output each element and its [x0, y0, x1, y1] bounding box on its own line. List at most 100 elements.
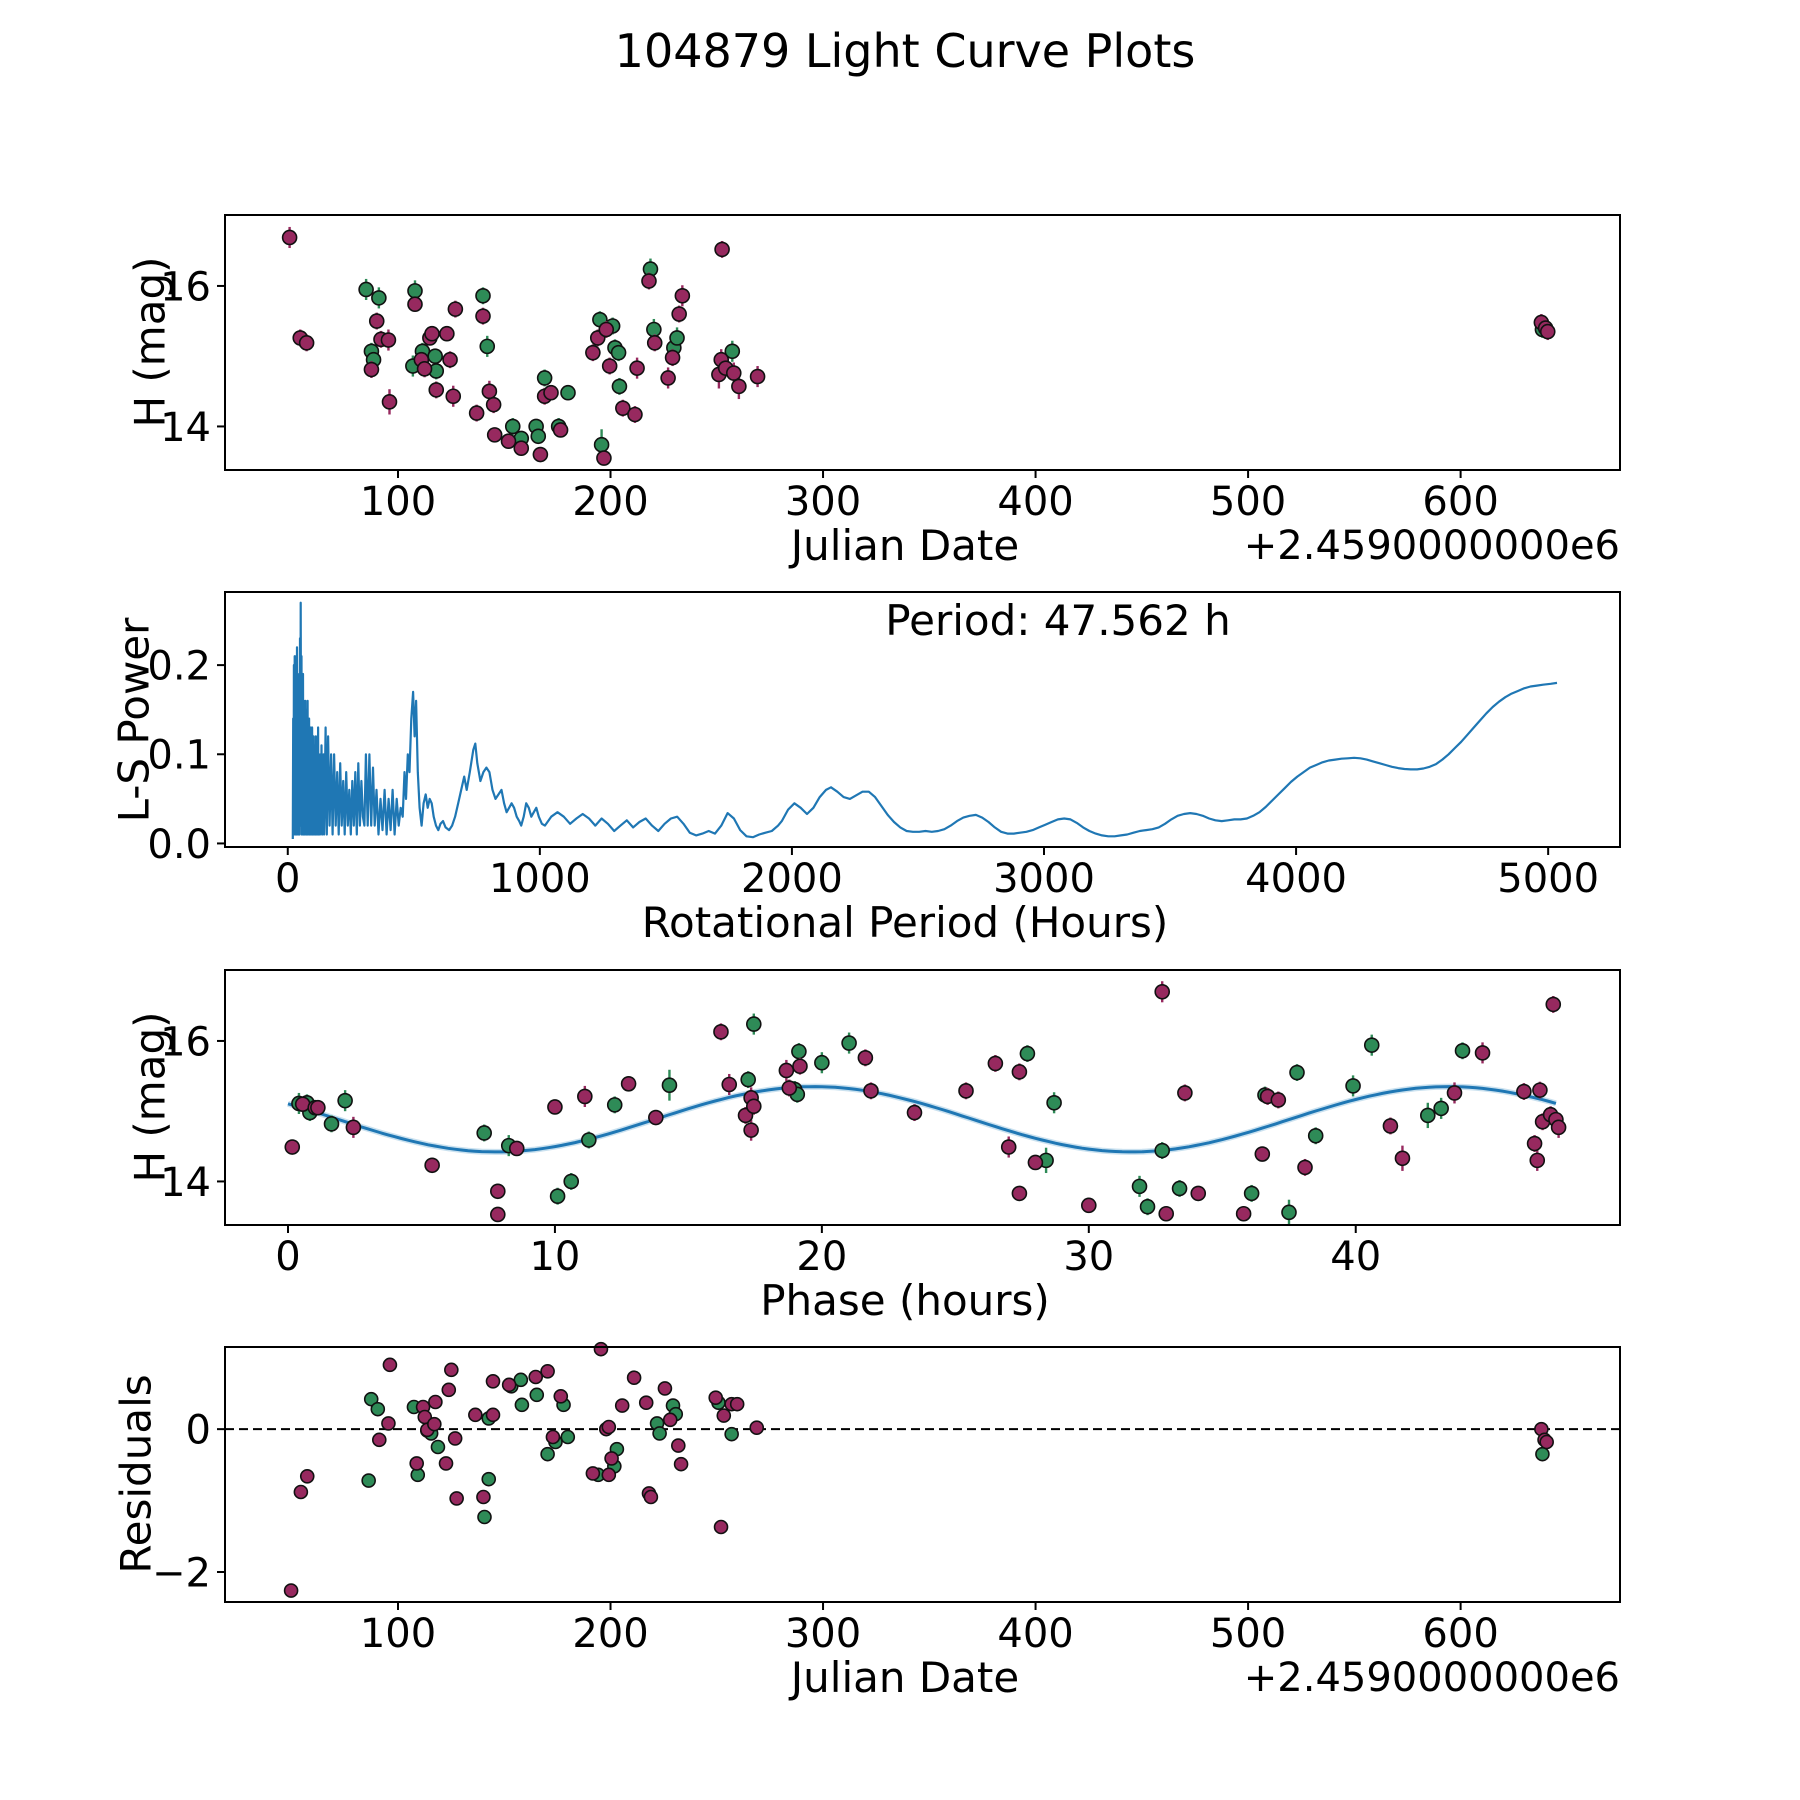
data-point — [781, 1080, 798, 1096]
data-point — [549, 1188, 566, 1204]
data-point — [481, 1471, 497, 1487]
data-point — [371, 1432, 387, 1448]
data-point — [1289, 1064, 1305, 1081]
data-point — [627, 406, 643, 423]
x-tick-label: 300 — [785, 479, 861, 525]
data-point — [713, 1519, 729, 1535]
data-point — [281, 229, 298, 246]
data-point — [1550, 1119, 1567, 1136]
y-tick-label: −2 — [152, 1550, 211, 1596]
data-point — [1243, 1185, 1260, 1202]
data-point — [1307, 1127, 1324, 1144]
data-point — [1046, 1094, 1062, 1111]
data-point — [598, 321, 615, 338]
x-tick-label: 1000 — [489, 856, 591, 902]
y-tick-label: 16 — [160, 1019, 211, 1065]
data-point — [593, 1341, 609, 1357]
data-point — [626, 1370, 642, 1386]
data-point — [540, 1363, 555, 1379]
data-point — [604, 1451, 619, 1466]
data-point — [445, 388, 462, 405]
data-point — [664, 349, 681, 366]
data-point — [593, 436, 610, 453]
data-point — [490, 1206, 506, 1223]
x-tick-label: 200 — [572, 1611, 648, 1657]
data-point — [1545, 996, 1562, 1013]
data-point — [545, 1429, 561, 1445]
data-point — [743, 1122, 759, 1138]
data-point — [485, 1407, 501, 1423]
xlabel-residuals: Julian Date — [790, 1653, 1020, 1702]
data-point — [749, 368, 766, 385]
x-tick-label: 5000 — [1497, 856, 1599, 902]
data-point — [620, 1076, 637, 1092]
data-point — [447, 301, 464, 317]
data-point — [427, 1416, 442, 1432]
data-point — [444, 1362, 459, 1378]
data-point — [407, 296, 423, 313]
data-point — [1011, 1185, 1028, 1202]
data-point — [1139, 1198, 1156, 1215]
data-point — [381, 394, 398, 410]
data-point — [601, 1419, 617, 1435]
data-point — [1363, 1037, 1380, 1053]
data-point — [841, 1035, 857, 1051]
xlabel-jd-lightcurve: Julian Date — [790, 521, 1020, 570]
data-point — [475, 287, 491, 304]
data-point — [424, 325, 440, 342]
data-point — [615, 400, 631, 416]
axis-offset-text-bottom: +2.4590000000e6 — [1243, 1655, 1620, 1701]
x-tick-label: 0 — [275, 856, 300, 902]
y-tick-label: 14 — [160, 1160, 211, 1206]
data-point — [337, 1092, 353, 1109]
y-tick-label: 0 — [186, 1408, 211, 1454]
data-point — [284, 1139, 301, 1155]
data-point — [485, 1373, 501, 1389]
data-point — [1000, 1139, 1017, 1155]
data-point — [745, 1098, 762, 1115]
data-point — [596, 450, 612, 466]
data-point — [906, 1104, 923, 1121]
data-point — [500, 433, 517, 449]
ylabel-jd-lightcurve: H (mag) — [125, 256, 175, 428]
axes-frame — [224, 969, 1621, 1226]
data-point — [1454, 1042, 1471, 1059]
x-tick-label: 200 — [572, 479, 648, 525]
subplot-jd_lightcurve: 100 200 300 400 500 600 14 16 — [160, 214, 1621, 525]
data-point — [1131, 1178, 1148, 1195]
data-point — [1011, 1064, 1028, 1080]
data-point — [577, 1088, 593, 1105]
data-point — [791, 1043, 807, 1060]
data-point — [778, 1062, 795, 1079]
data-point — [543, 384, 559, 401]
x-tick-label: 2000 — [741, 856, 843, 902]
data-point — [585, 1466, 601, 1481]
data-point — [646, 335, 663, 351]
subplot-periodogram: 0 1000 2000 3000 4000 5000 0.0 0.1 0.2 — [147, 591, 1621, 902]
data-point — [1177, 1085, 1193, 1101]
xlabel-periodogram: Rotational Period (Hours) — [641, 898, 1169, 947]
sinusoid-fit-curve — [287, 1085, 1557, 1154]
data-point — [708, 1390, 724, 1406]
data-point — [638, 1395, 654, 1411]
series-filter-green — [361, 1372, 1550, 1525]
x-tick-label: 400 — [997, 479, 1073, 525]
data-point — [528, 1369, 544, 1385]
data-point — [547, 1099, 563, 1115]
y-tick-label: 0.0 — [147, 822, 211, 868]
data-point — [610, 344, 627, 361]
data-point — [731, 378, 747, 395]
axes-frame — [224, 591, 1621, 848]
data-point — [601, 358, 618, 374]
data-point — [1235, 1205, 1252, 1222]
data-point — [1281, 1204, 1297, 1221]
data-point — [1516, 1083, 1532, 1100]
figure-title: 104879 Light Curve Plots — [614, 24, 1196, 78]
period-annotation: Period: 47.562 h — [885, 596, 1231, 645]
data-point — [560, 384, 576, 401]
data-point — [1539, 1434, 1554, 1450]
data-point — [363, 361, 380, 378]
data-point — [1154, 1142, 1171, 1159]
data-point — [427, 348, 443, 364]
data-point — [368, 313, 385, 329]
